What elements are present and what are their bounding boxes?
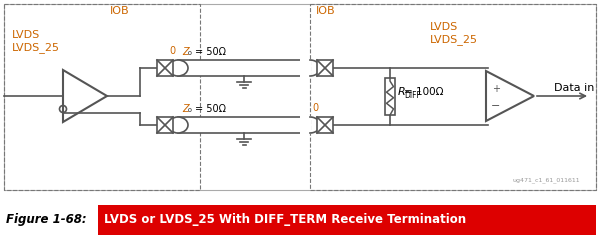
Bar bbox=[385, 78, 395, 115]
Text: Z: Z bbox=[182, 104, 188, 114]
Bar bbox=[98, 205, 596, 235]
Text: Figure 1-68:: Figure 1-68: bbox=[6, 214, 86, 226]
Polygon shape bbox=[317, 60, 333, 76]
Polygon shape bbox=[178, 117, 310, 133]
Text: LVDS
LVDS_25: LVDS LVDS_25 bbox=[12, 30, 60, 53]
Polygon shape bbox=[300, 116, 311, 134]
Text: LVDS
LVDS_25: LVDS LVDS_25 bbox=[430, 22, 478, 45]
Text: = 100Ω: = 100Ω bbox=[404, 87, 443, 97]
Text: +: + bbox=[491, 83, 500, 93]
Text: Data in: Data in bbox=[554, 83, 595, 93]
Text: ug471_c1_61_011611: ug471_c1_61_011611 bbox=[512, 177, 580, 183]
Polygon shape bbox=[178, 60, 310, 76]
Text: 0: 0 bbox=[170, 46, 176, 56]
Text: −: − bbox=[491, 101, 500, 111]
Text: IOB: IOB bbox=[316, 6, 335, 16]
Text: DIFF: DIFF bbox=[404, 92, 421, 101]
Polygon shape bbox=[157, 117, 173, 133]
Text: 0: 0 bbox=[312, 103, 318, 113]
Ellipse shape bbox=[168, 117, 188, 133]
Text: ₀ = 50Ω: ₀ = 50Ω bbox=[188, 47, 226, 57]
Text: LVDS or LVDS_25 With DIFF_TERM Receive Termination: LVDS or LVDS_25 With DIFF_TERM Receive T… bbox=[104, 214, 466, 226]
Polygon shape bbox=[300, 59, 311, 77]
Text: R: R bbox=[398, 87, 406, 97]
Polygon shape bbox=[157, 60, 173, 76]
Text: ₀ = 50Ω: ₀ = 50Ω bbox=[188, 104, 226, 114]
Text: Z: Z bbox=[182, 47, 188, 57]
Polygon shape bbox=[317, 117, 333, 133]
Ellipse shape bbox=[168, 60, 188, 76]
Text: IOB: IOB bbox=[110, 6, 130, 16]
